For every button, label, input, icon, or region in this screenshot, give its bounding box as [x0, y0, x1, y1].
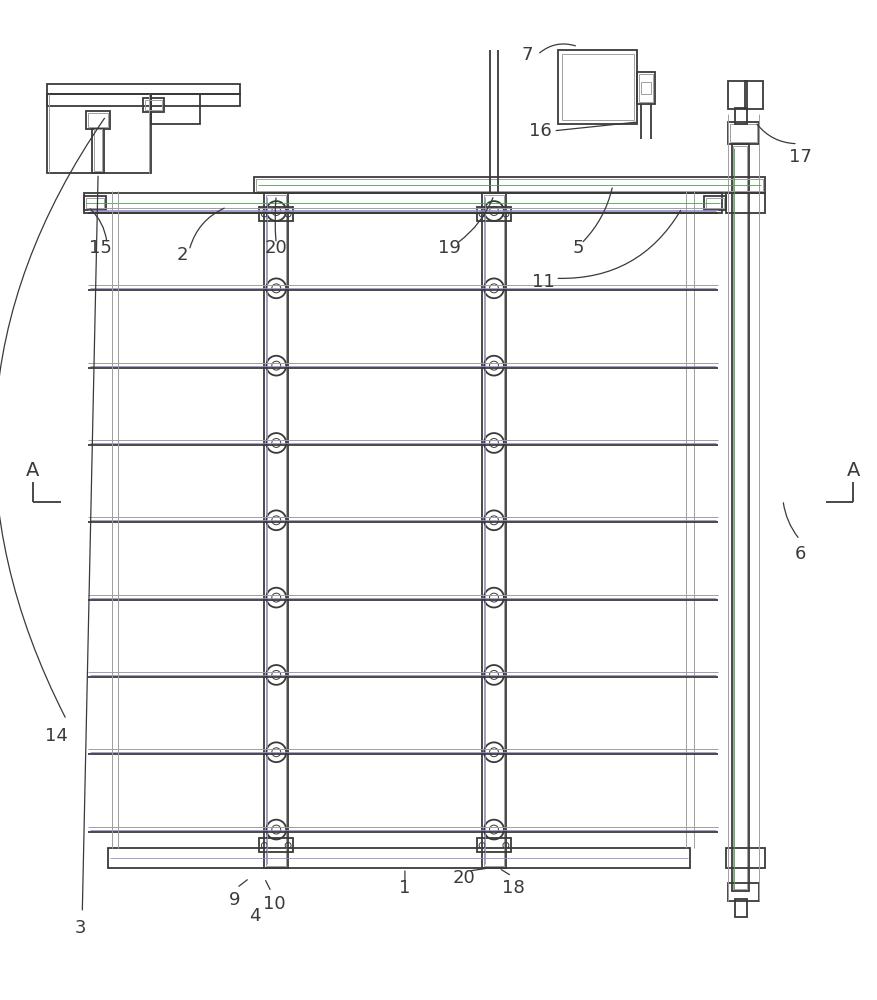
- Bar: [733, 146, 747, 889]
- Bar: [108, 848, 690, 868]
- Bar: [477, 207, 510, 221]
- Bar: [84, 193, 722, 213]
- Bar: [559, 50, 638, 124]
- Bar: [260, 207, 293, 221]
- Text: 9: 9: [229, 891, 240, 909]
- Bar: [145, 100, 162, 110]
- Bar: [86, 111, 110, 129]
- Bar: [728, 81, 747, 109]
- Bar: [641, 82, 652, 94]
- Bar: [730, 124, 757, 142]
- Text: A: A: [846, 461, 860, 480]
- Text: 5: 5: [573, 239, 584, 257]
- Bar: [736, 108, 747, 124]
- Bar: [260, 838, 293, 852]
- Bar: [638, 72, 655, 104]
- Bar: [84, 196, 106, 210]
- Text: 2: 2: [176, 246, 188, 264]
- Text: 19: 19: [438, 239, 461, 257]
- Bar: [736, 899, 747, 917]
- Bar: [143, 98, 164, 112]
- Bar: [254, 177, 765, 193]
- Text: 17: 17: [789, 148, 812, 166]
- Text: 3: 3: [75, 919, 86, 937]
- Text: 20: 20: [453, 869, 475, 887]
- Bar: [477, 838, 510, 852]
- Bar: [725, 193, 765, 213]
- Text: 10: 10: [263, 895, 286, 913]
- Bar: [728, 883, 759, 901]
- Text: 15: 15: [89, 239, 111, 257]
- Bar: [639, 74, 653, 102]
- Text: 7: 7: [522, 46, 533, 64]
- Bar: [46, 94, 151, 173]
- Text: 6: 6: [795, 545, 807, 563]
- Bar: [92, 129, 104, 173]
- Bar: [89, 113, 108, 127]
- Text: A: A: [26, 461, 39, 480]
- Bar: [745, 81, 763, 109]
- Bar: [704, 196, 725, 210]
- Text: 14: 14: [45, 727, 68, 745]
- Bar: [728, 122, 759, 144]
- Bar: [151, 94, 200, 124]
- Bar: [706, 198, 724, 208]
- Bar: [86, 198, 104, 208]
- Bar: [562, 54, 633, 120]
- Bar: [46, 94, 239, 106]
- Bar: [94, 129, 102, 171]
- Bar: [46, 84, 239, 94]
- Bar: [482, 193, 506, 868]
- Bar: [731, 144, 749, 891]
- Text: 20: 20: [265, 239, 288, 257]
- Bar: [725, 848, 765, 868]
- Bar: [256, 179, 763, 191]
- Text: 4: 4: [249, 907, 260, 925]
- Bar: [484, 195, 504, 866]
- Text: 18: 18: [503, 879, 525, 897]
- Bar: [267, 195, 286, 866]
- Text: 11: 11: [532, 273, 555, 291]
- Text: 16: 16: [529, 122, 552, 140]
- Bar: [264, 193, 289, 868]
- Text: 1: 1: [399, 879, 410, 897]
